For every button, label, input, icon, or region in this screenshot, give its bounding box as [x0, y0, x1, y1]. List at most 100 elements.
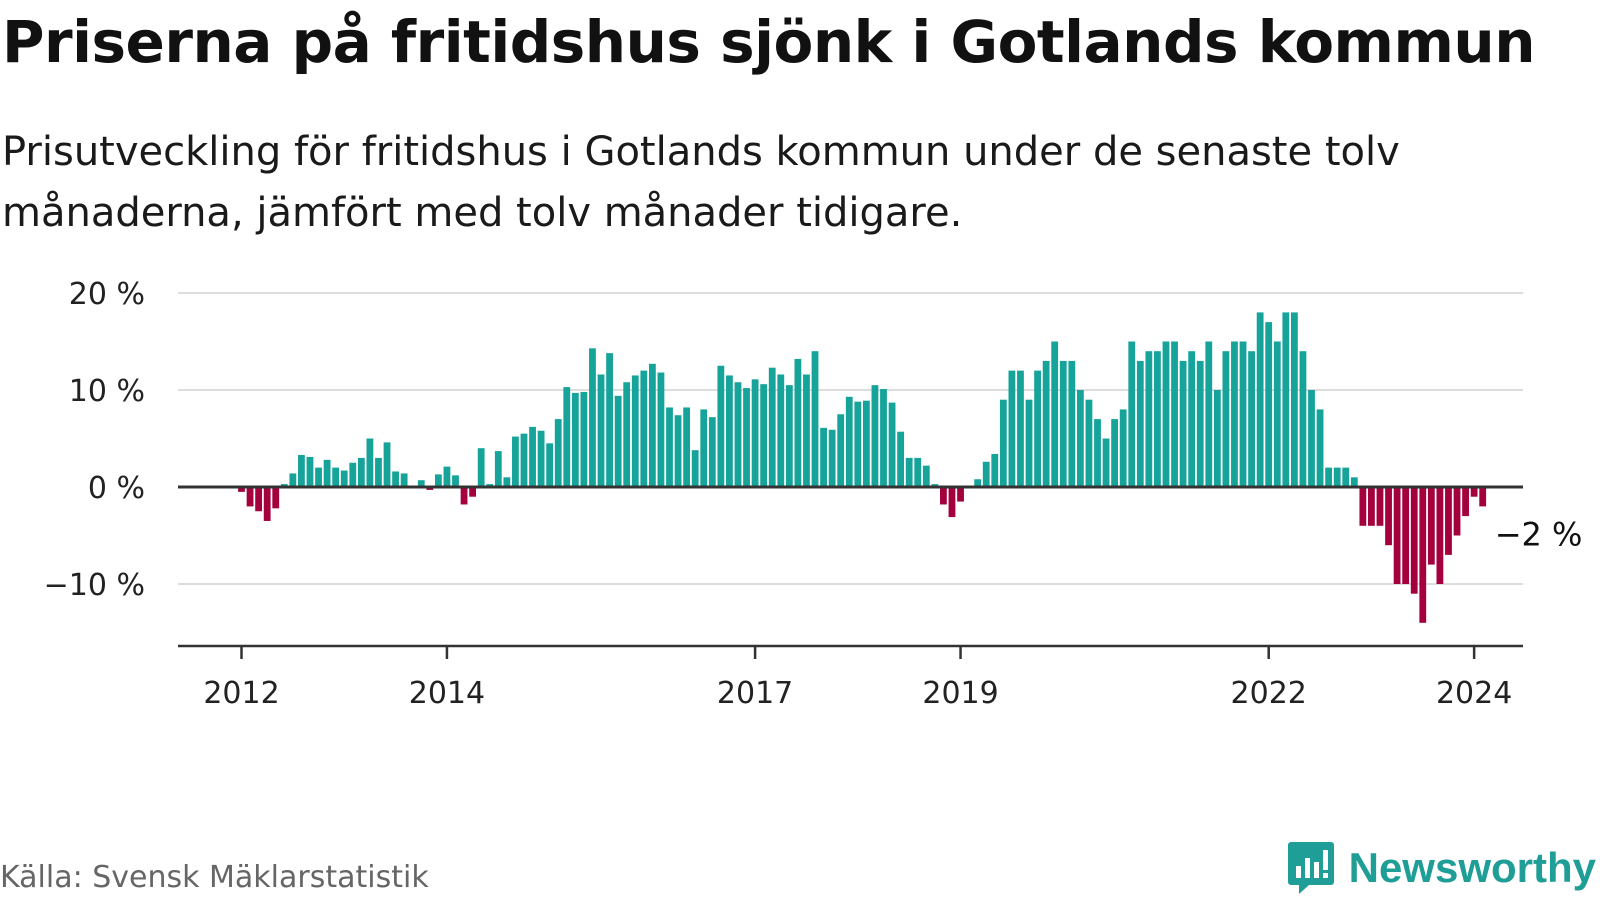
- bar: [529, 426, 536, 487]
- bar: [871, 385, 879, 487]
- bar: [1479, 487, 1487, 507]
- bar: [332, 467, 340, 487]
- axes: [178, 485, 1523, 659]
- bar: [691, 450, 699, 487]
- bar: [1231, 341, 1238, 487]
- bar: [1350, 477, 1358, 487]
- bar: [905, 457, 913, 487]
- bar: [1094, 419, 1101, 487]
- y-tick-label: 10 %: [69, 374, 145, 409]
- bar: [246, 487, 254, 507]
- bar: [503, 477, 511, 487]
- bar: [494, 451, 502, 487]
- bar: [1188, 351, 1196, 487]
- bar: [255, 487, 263, 512]
- bar: [1402, 487, 1410, 584]
- bar: [1359, 487, 1367, 526]
- chart-subtitle: Prisutveckling för fritidshus i Gotlands…: [2, 129, 1400, 236]
- bar: [614, 395, 622, 487]
- bar: [1265, 322, 1273, 487]
- bar: [298, 454, 305, 487]
- bar: [648, 363, 656, 487]
- bar: [1376, 487, 1384, 526]
- bar: [1102, 438, 1110, 487]
- bar: [375, 457, 382, 487]
- bar: [340, 470, 348, 487]
- bar: [1453, 487, 1461, 536]
- bar: [1282, 312, 1290, 487]
- y-tick-label: 20 %: [69, 277, 145, 312]
- bar: [1119, 409, 1127, 487]
- bar: [674, 415, 682, 487]
- bar: [366, 438, 374, 487]
- bar: [597, 374, 605, 487]
- bar: [1410, 487, 1418, 594]
- bar: [1470, 487, 1478, 497]
- bar: [657, 372, 665, 487]
- bar: [520, 433, 528, 487]
- bar: [1136, 360, 1144, 487]
- bar: [666, 407, 673, 487]
- bar: [571, 392, 579, 487]
- bar: [888, 402, 896, 487]
- bar: [991, 454, 999, 487]
- bar: [1427, 487, 1435, 565]
- x-tick-label: 2012: [203, 676, 279, 711]
- bar: [1239, 341, 1247, 487]
- bar: [922, 465, 930, 487]
- bar: [751, 379, 759, 487]
- bar: [940, 487, 947, 505]
- bar: [631, 375, 639, 487]
- bar: [1145, 351, 1153, 487]
- x-tick-label: 2019: [922, 676, 998, 711]
- bar: [1154, 351, 1161, 487]
- bar: [1273, 341, 1281, 487]
- bar: [1368, 487, 1375, 526]
- bar: [1256, 312, 1264, 487]
- bar: [828, 429, 836, 487]
- bar: [854, 401, 862, 487]
- bar: [400, 473, 408, 487]
- bar: [914, 457, 922, 487]
- bar: [1008, 370, 1016, 487]
- bar: [580, 391, 588, 487]
- bar: [452, 475, 459, 487]
- bar: [623, 382, 631, 487]
- bar: [1068, 360, 1076, 487]
- bars: [238, 312, 1487, 623]
- bar: [1051, 341, 1059, 487]
- bar: [862, 400, 870, 487]
- bar: [1076, 390, 1084, 487]
- bar: [717, 365, 725, 487]
- bar: [1290, 312, 1298, 487]
- bar: [683, 407, 691, 487]
- bar: [726, 375, 733, 487]
- bar: [708, 417, 716, 487]
- bar: [263, 487, 271, 521]
- bar: [845, 396, 853, 487]
- bar: [1179, 360, 1187, 487]
- bar: [554, 419, 562, 487]
- y-tick-label: 0 %: [88, 471, 145, 506]
- bar: [434, 474, 442, 487]
- bar: [1325, 467, 1333, 487]
- bar: [1299, 351, 1307, 487]
- bar: [383, 442, 391, 487]
- bar-chart: 20 % 10 % 0 % −10 % 2012 2014 2017 2019 2022 2024…: [44, 277, 1586, 711]
- bar: [785, 385, 793, 487]
- chart-title: Priserna på fritidshus sjönk i Gotlands …: [2, 8, 1536, 76]
- bar: [238, 487, 245, 492]
- bar: [803, 374, 810, 487]
- bar: [323, 459, 331, 487]
- bar: [1445, 487, 1452, 555]
- bar: [443, 466, 451, 487]
- bar: [1042, 360, 1050, 487]
- bar: [606, 353, 613, 487]
- bar: [948, 487, 956, 518]
- bar: [700, 409, 708, 487]
- bar: [794, 358, 802, 487]
- bar: [982, 461, 990, 487]
- logo-text: Newsworthy: [1348, 844, 1596, 891]
- bar: [897, 431, 905, 487]
- bar: [1171, 341, 1178, 487]
